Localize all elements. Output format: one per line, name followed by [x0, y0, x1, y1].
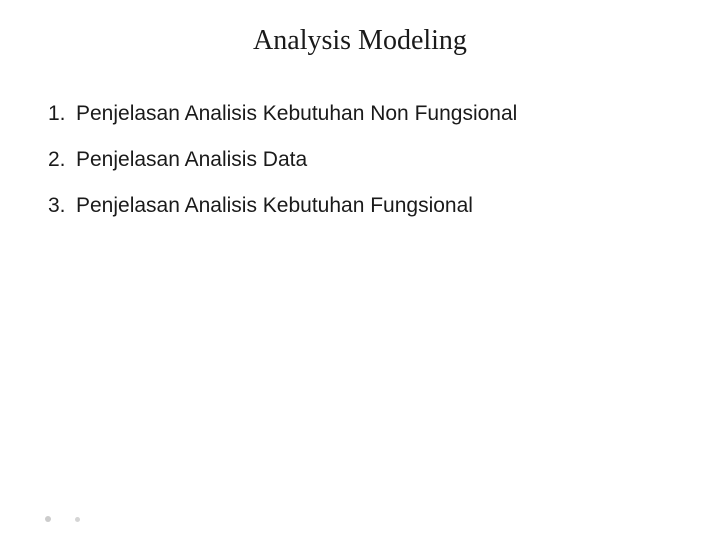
slide-title: Analysis Modeling [40, 25, 680, 57]
list-text: Penjelasan Analisis Data [76, 148, 307, 172]
content-list: 1. Penjelasan Analisis Kebutuhan Non Fun… [40, 102, 680, 218]
dot-icon [75, 517, 80, 522]
list-number: 1. [48, 102, 76, 126]
list-item: 1. Penjelasan Analisis Kebutuhan Non Fun… [48, 102, 680, 126]
list-item: 2. Penjelasan Analisis Data [48, 148, 680, 172]
dot-icon [45, 516, 51, 522]
list-number: 3. [48, 194, 76, 218]
list-text: Penjelasan Analisis Kebutuhan Fungsional [76, 194, 473, 218]
slide-container: Analysis Modeling 1. Penjelasan Analisis… [0, 0, 720, 540]
list-number: 2. [48, 148, 76, 172]
list-text: Penjelasan Analisis Kebutuhan Non Fungsi… [76, 102, 517, 126]
list-item: 3. Penjelasan Analisis Kebutuhan Fungsio… [48, 194, 680, 218]
decoration-dots [45, 516, 80, 522]
